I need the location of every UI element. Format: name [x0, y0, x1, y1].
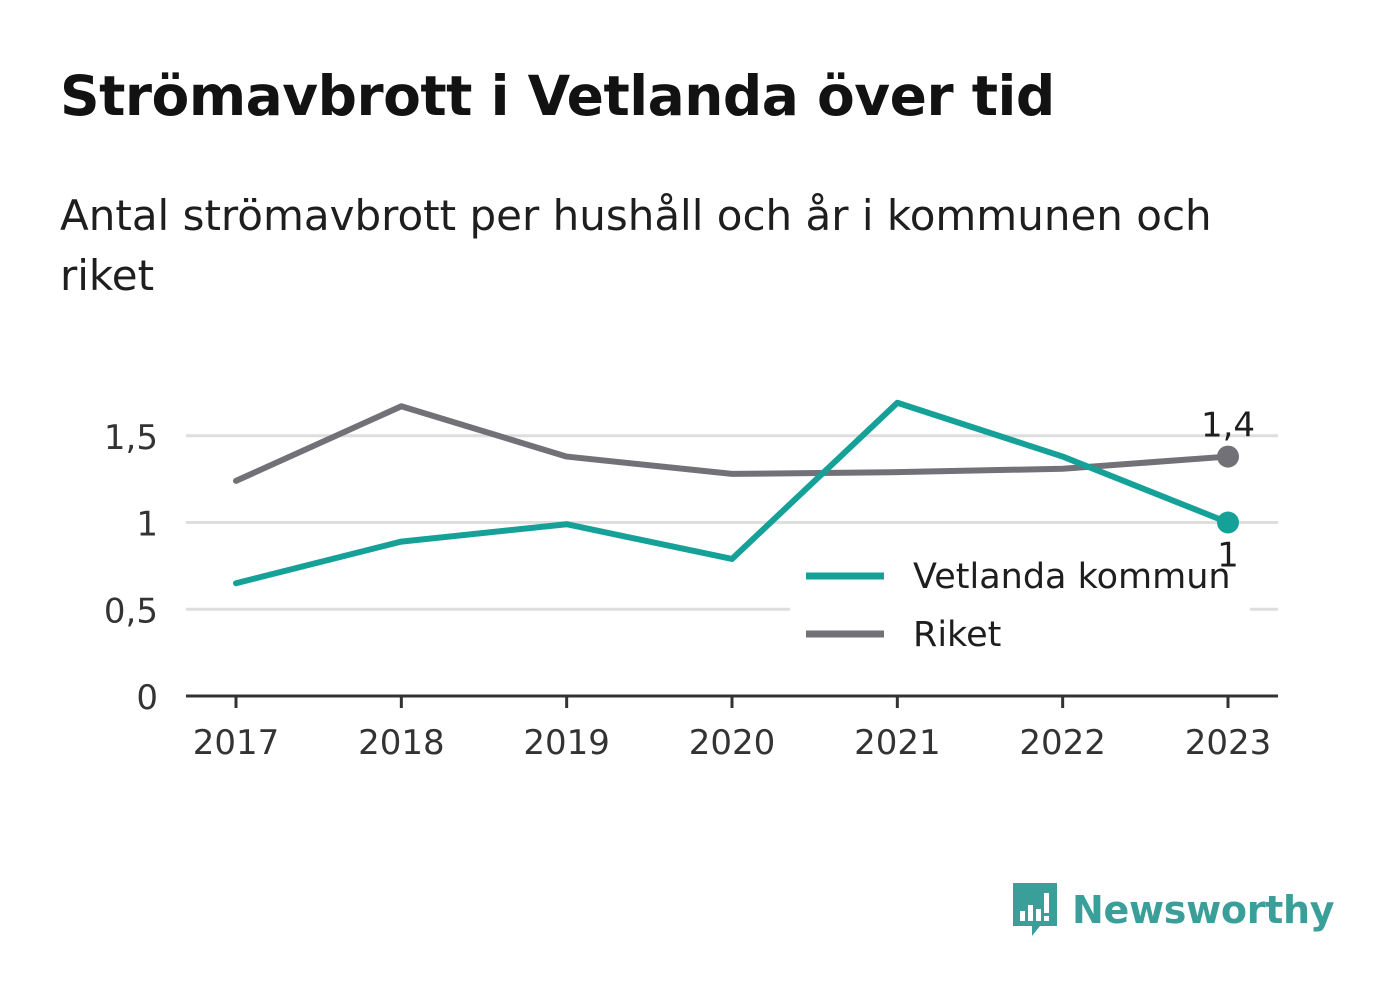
x-tick-label: 2022	[1019, 723, 1106, 763]
end-label-riket: 1,4	[1201, 406, 1255, 446]
y-tick-label: 1,5	[104, 418, 158, 458]
end-label-vetlanda: 1	[1217, 536, 1239, 576]
bar-chart-speech-bubble-icon	[1013, 883, 1057, 936]
x-tick-label: 2021	[854, 723, 941, 763]
x-tick-label: 2020	[689, 723, 776, 763]
y-tick-label: 0	[136, 678, 158, 718]
end-labels: 1,41	[1201, 406, 1255, 576]
y-tick-label: 1	[136, 505, 158, 545]
legend-label: Riket	[913, 615, 1001, 655]
chart-title: Strömavbrott i Vetlanda över tid	[60, 64, 1055, 128]
x-tick-label: 2023	[1185, 723, 1272, 763]
series-lines	[233, 399, 1239, 587]
series-line	[233, 399, 1231, 587]
y-tick-label: 0,5	[104, 591, 158, 631]
end-point-marker	[1217, 445, 1239, 468]
x-axis: 2017 2018 2019 2020 2021 2022 2023	[186, 694, 1278, 763]
brand-name: Newsworthy	[1072, 888, 1335, 932]
series-line	[233, 403, 1231, 484]
x-tick-label: 2018	[358, 723, 445, 763]
brand-logo: Newsworthy	[1010, 878, 1335, 942]
legend: Vetlanda kommun Riket	[790, 548, 1250, 666]
x-tick-label: 2017	[193, 723, 280, 763]
x-tick-label: 2019	[523, 723, 610, 763]
legend-background	[790, 548, 1250, 666]
legend-label: Vetlanda kommun	[913, 557, 1231, 597]
y-axis-tick-labels: 0 0,5 1 1,5	[104, 418, 158, 718]
end-point-marker	[1217, 511, 1239, 534]
chart-subtitle: Antal strömavbrott per hushåll och år i …	[60, 191, 1212, 300]
